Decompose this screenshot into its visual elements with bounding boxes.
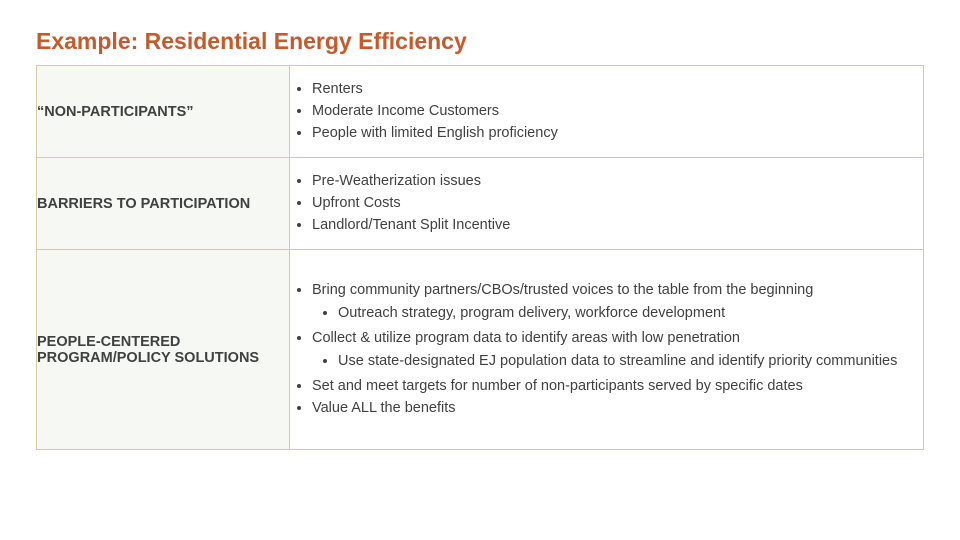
row-content: Pre-Weatherization issues Upfront Costs … <box>290 158 924 250</box>
bullet-item: Renters <box>312 80 923 99</box>
sub-bullet-item: Use state-designated EJ population data … <box>338 352 923 371</box>
row-label: “NON-PARTICIPANTS” <box>37 66 290 158</box>
row-label: PEOPLE-CENTERED PROGRAM/POLICY SOLUTIONS <box>37 250 290 450</box>
table-row: BARRIERS TO PARTICIPATION Pre-Weatheriza… <box>37 158 924 250</box>
bullet-item: Collect & utilize program data to identi… <box>312 329 923 371</box>
bullet-item: Landlord/Tenant Split Incentive <box>312 216 923 235</box>
bullet-item: Value ALL the benefits <box>312 399 923 418</box>
bullet-item: Bring community partners/CBOs/trusted vo… <box>312 281 923 323</box>
bullet-item: Set and meet targets for number of non-p… <box>312 377 923 396</box>
page-title: Example: Residential Energy Efficiency <box>36 28 924 55</box>
table-row: PEOPLE-CENTERED PROGRAM/POLICY SOLUTIONS… <box>37 250 924 450</box>
bullet-text: Bring community partners/CBOs/trusted vo… <box>312 282 813 298</box>
row-label: BARRIERS TO PARTICIPATION <box>37 158 290 250</box>
row-content: Bring community partners/CBOs/trusted vo… <box>290 250 924 450</box>
row-content: Renters Moderate Income Customers People… <box>290 66 924 158</box>
bullet-item: Upfront Costs <box>312 194 923 213</box>
bullet-item: Moderate Income Customers <box>312 102 923 121</box>
table-row: “NON-PARTICIPANTS” Renters Moderate Inco… <box>37 66 924 158</box>
sub-bullet-item: Outreach strategy, program delivery, wor… <box>338 304 923 323</box>
content-table: “NON-PARTICIPANTS” Renters Moderate Inco… <box>36 65 924 450</box>
bullet-item: Pre-Weatherization issues <box>312 172 923 191</box>
bullet-text: Collect & utilize program data to identi… <box>312 330 740 346</box>
bullet-item: People with limited English proficiency <box>312 124 923 143</box>
